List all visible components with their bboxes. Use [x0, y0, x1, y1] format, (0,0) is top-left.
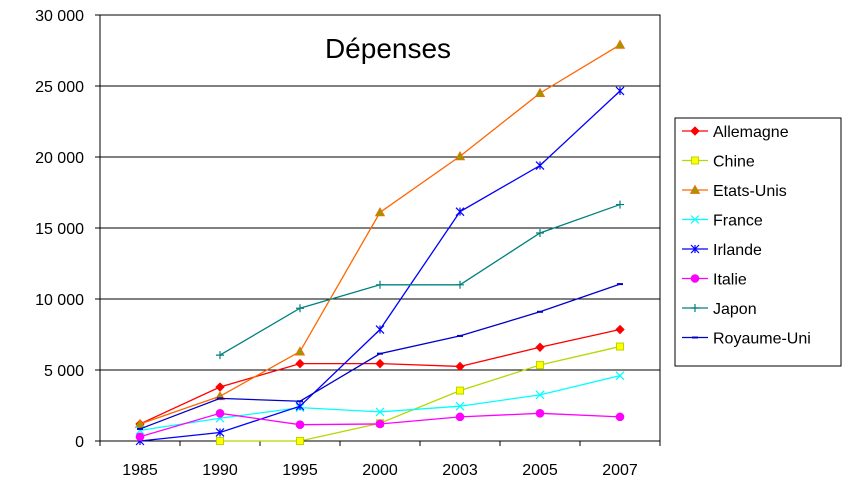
legend-entry: Chine: [682, 154, 755, 171]
series-line: [139, 283, 621, 430]
data-point: [616, 342, 624, 351]
data-point: [535, 390, 545, 400]
x-tick-label: 2005: [522, 462, 558, 479]
series-line: [219, 203, 621, 356]
data-point: [535, 161, 545, 170]
legend-entry: Royaume-Uni: [682, 331, 811, 348]
y-tick-label: 5 000: [44, 363, 84, 380]
data-point: [455, 401, 465, 411]
legend-label: Italie: [713, 272, 747, 289]
legend-marker: [690, 274, 700, 283]
x-tick-label: 2000: [362, 462, 398, 479]
data-point: [534, 87, 546, 97]
data-point: [375, 358, 385, 369]
legend-label: France: [713, 213, 763, 230]
legend-box: [674, 117, 842, 367]
x-tick-label: 1990: [202, 462, 238, 479]
data-point: [375, 419, 385, 429]
series-italie: [135, 409, 625, 442]
series-line: [139, 90, 621, 442]
data-point: [615, 86, 625, 96]
data-point: [296, 304, 304, 313]
plot-frame: [99, 14, 661, 442]
data-point: [215, 409, 225, 418]
data-point: [216, 351, 224, 360]
data-point: [215, 382, 225, 392]
series-layer: [134, 39, 626, 446]
x-tick-label: 1985: [122, 462, 158, 479]
data-point: [375, 325, 385, 334]
series-royaume-uni: [137, 283, 623, 430]
legend-marker: [691, 156, 699, 165]
data-point: [215, 428, 225, 437]
data-point: [456, 280, 464, 289]
y-tick-label: 20 000: [35, 150, 84, 167]
data-point: [615, 324, 625, 335]
legend: Allemagne Chine Etats-Unis France Irlande Ita…: [674, 117, 842, 367]
x-tick-label: 1995: [282, 462, 318, 479]
y-tick-label: 25 000: [35, 79, 84, 96]
data-point: [614, 39, 626, 49]
chart-title: Dépenses: [325, 33, 451, 64]
x-tick-label: 2003: [442, 462, 478, 479]
data-point: [295, 358, 305, 369]
legend-entry: Allemagne: [682, 124, 789, 141]
y-tick-label: 10 000: [35, 292, 84, 309]
data-point: [454, 150, 466, 161]
legend-entry: Japon: [682, 301, 757, 318]
legend-label: Japon: [713, 301, 757, 318]
axes: 0 5 000 10 000 15 000 20 000 25 000 30 000 1985…: [35, 8, 661, 479]
data-point: [374, 207, 386, 217]
legend-marker: [691, 304, 699, 312]
series-irlande: [135, 86, 625, 446]
data-point: [135, 432, 145, 442]
x-tick-label: 2007: [602, 462, 638, 479]
series-japon: [216, 200, 624, 360]
legend-label: Royaume-Uni: [713, 331, 811, 348]
data-point: [375, 407, 385, 417]
data-point: [536, 228, 544, 237]
legend-entry: Etats-Unis: [682, 183, 787, 200]
legend-label: Chine: [713, 154, 755, 171]
series-line: [139, 328, 621, 425]
data-point: [535, 342, 545, 352]
data-point: [295, 401, 305, 411]
series-etats-unis: [134, 39, 626, 428]
data-point: [455, 207, 465, 217]
legend-label: Irlande: [713, 242, 762, 259]
data-point: [615, 412, 625, 422]
legend-marker: [689, 184, 701, 194]
legend-entry: Irlande: [682, 242, 762, 259]
data-point: [535, 409, 545, 418]
y-tick-label: 0: [75, 434, 84, 451]
data-point: [456, 386, 464, 395]
data-point: [295, 420, 305, 429]
legend-label: Allemagne: [713, 124, 789, 141]
legend-marker: [690, 244, 700, 254]
legend-entry: Italie: [682, 272, 747, 289]
data-point: [536, 361, 544, 370]
legend-label: Etats-Unis: [713, 183, 787, 200]
data-point: [216, 437, 224, 445]
data-point: [294, 346, 306, 356]
legend-entry: France: [682, 213, 763, 230]
y-tick-label: 30 000: [35, 8, 84, 25]
data-point: [455, 412, 465, 422]
data-point: [134, 418, 146, 428]
gridlines: [100, 14, 660, 371]
legend-marker: [690, 215, 700, 224]
data-point: [376, 280, 384, 289]
data-point: [296, 437, 304, 445]
data-point: [455, 361, 465, 372]
y-tick-label: 15 000: [35, 221, 84, 238]
data-point: [615, 371, 625, 381]
series-chine: [216, 342, 624, 445]
legend-marker: [690, 126, 700, 136]
series-line: [220, 345, 621, 442]
data-point: [616, 200, 624, 209]
